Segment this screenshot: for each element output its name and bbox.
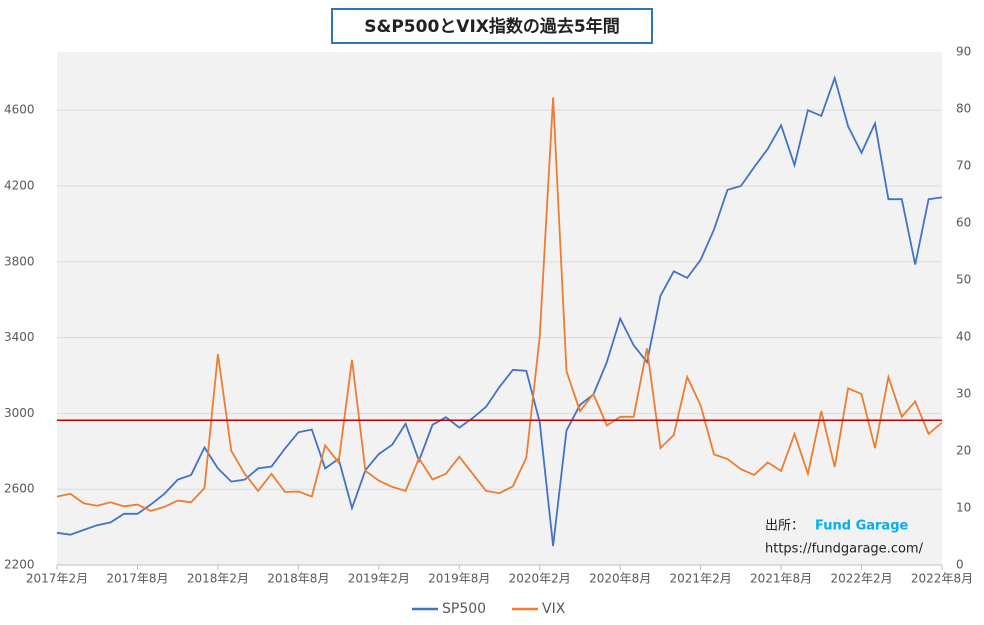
grid	[56, 109, 943, 570]
x-tick-label: 2021年8月	[750, 572, 812, 586]
y-tick-label: 3400	[4, 330, 35, 344]
y2-tick-label: 10	[956, 501, 971, 515]
source-name: Fund Garage	[815, 519, 909, 534]
x-tick-label: 2018年8月	[267, 572, 329, 586]
source-url: https://fundgarage.com/	[765, 542, 924, 557]
y2-tick-label: 50	[956, 273, 971, 287]
x-tick-label: 2020年2月	[509, 572, 571, 586]
plot-area	[57, 52, 942, 565]
y2-tick-label: 90	[956, 45, 971, 59]
legend-label: SP500	[442, 601, 486, 617]
legend-label: VIX	[542, 601, 566, 617]
x-tick-label: 2022年8月	[911, 572, 973, 586]
x-tick-label: 2018年2月	[187, 572, 249, 586]
y2-tick-label: 40	[956, 330, 971, 344]
y-tick-label: 2600	[4, 482, 35, 496]
y-tick-label: 2200	[4, 558, 35, 572]
x-tick-label: 2019年8月	[428, 572, 490, 586]
x-tick-label: 2021年2月	[670, 572, 732, 586]
x-tick-label: 2017年2月	[26, 572, 88, 586]
y-tick-label: 4200	[4, 178, 35, 192]
title-box	[331, 8, 653, 44]
y2-tick-label: 80	[956, 102, 971, 116]
y-tick-label: 3000	[4, 406, 35, 420]
y2-tick-label: 0	[956, 558, 964, 572]
chart-title: S&P500とVIX指数の過去5年間	[364, 16, 619, 37]
y2-tick-label: 60	[956, 216, 971, 230]
y2-tick-label: 70	[956, 159, 971, 173]
y2-tick-label: 30	[956, 387, 971, 401]
lines	[56, 75, 943, 547]
x-tick-label: 2017年8月	[106, 572, 168, 586]
x-tick-label: 2022年2月	[830, 572, 892, 586]
labels: 2200 2600 3000 3400 3800 4200 4600 0 10 20 30 40 50 6…	[4, 45, 973, 618]
x-tick-label: 2020年8月	[589, 572, 651, 586]
source-label: 出所：	[765, 519, 804, 534]
x-tick-label: 2019年2月	[348, 572, 410, 586]
y-tick-label: 4600	[4, 103, 35, 117]
series-line	[56, 75, 943, 547]
y2-tick-label: 20	[956, 444, 971, 458]
series-line	[56, 97, 943, 512]
y-tick-label: 3800	[4, 254, 35, 268]
